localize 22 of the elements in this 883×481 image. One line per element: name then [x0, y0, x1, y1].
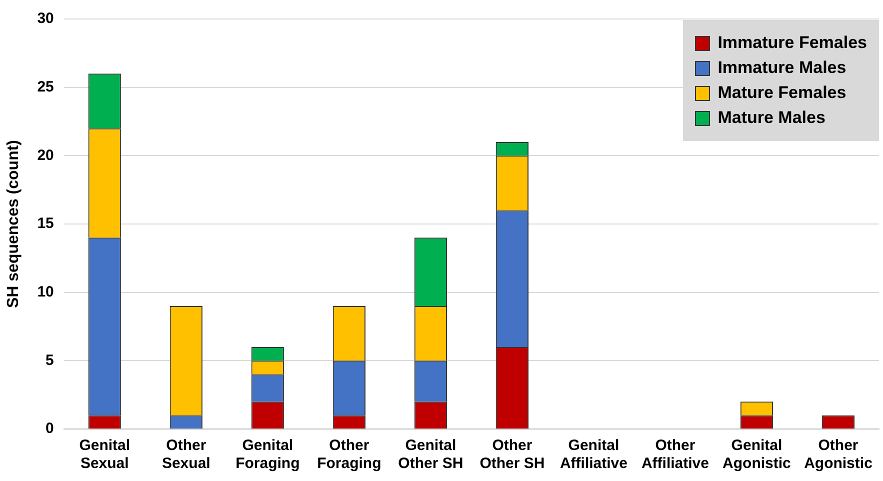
x-tick-label: Genital Other SH: [398, 437, 464, 472]
x-tick-label: Genital Agonistic: [722, 437, 791, 472]
y-tick-label: 5: [46, 352, 54, 369]
y-axis-title: SH sequences (count): [5, 140, 22, 308]
x-tick-label: Other Affiliative: [641, 437, 709, 472]
y-tick-label: 15: [37, 215, 54, 232]
legend-label: Immature Females: [718, 33, 867, 53]
x-tick-label: Genital Foraging: [236, 437, 300, 472]
y-tick-label: 30: [37, 10, 54, 28]
x-tick-label: Genital Affiliative: [560, 437, 628, 472]
y-tick-label: 0: [46, 420, 54, 438]
x-tick-label: Other Agonistic: [804, 437, 872, 472]
legend-label: Immature Males: [718, 58, 846, 78]
legend-label: Mature Females: [718, 83, 846, 103]
x-tick-label: Other Sexual: [162, 437, 210, 472]
y-tick-label: 10: [37, 283, 54, 300]
legend-label: Mature Males: [718, 108, 826, 128]
y-tick-label: 20: [37, 146, 54, 164]
x-tick-label: Other Foraging: [317, 437, 382, 472]
x-tick-label: Other Other SH: [480, 437, 545, 472]
x-tick-label: Genital Sexual: [79, 437, 130, 472]
y-tick-label: 25: [37, 78, 54, 96]
